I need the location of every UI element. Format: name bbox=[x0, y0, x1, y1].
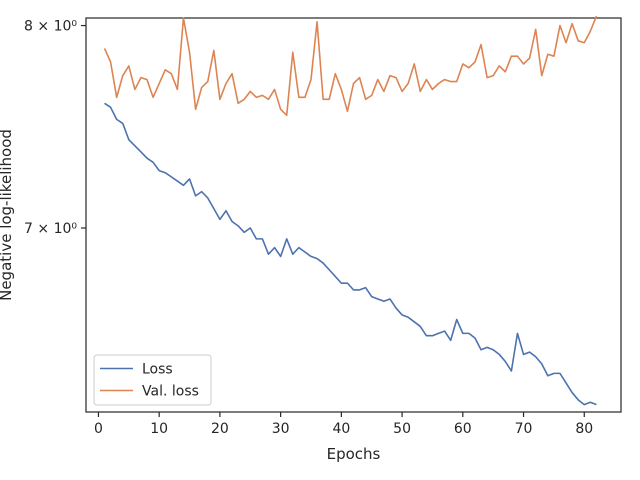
x-tick-label: 20 bbox=[211, 421, 229, 437]
y-axis-label: Negative log-likelihood bbox=[0, 129, 15, 301]
x-tick-label: 80 bbox=[575, 421, 593, 437]
axis-ticks: 0 10 20 30 40 50 60 70 80 7 × 10⁰ 8 × 10⁰ bbox=[24, 19, 593, 437]
series-line-val-loss bbox=[103, 15, 598, 117]
plot-area bbox=[85, 17, 622, 413]
legend-label-loss: Loss bbox=[142, 362, 173, 378]
y-tick-label: 7 × 10⁰ bbox=[24, 221, 77, 237]
series-line-loss bbox=[104, 102, 597, 406]
x-tick-label: 60 bbox=[454, 421, 472, 437]
x-tick-label: 40 bbox=[332, 421, 350, 437]
legend: Loss Val. loss bbox=[93, 354, 212, 406]
x-tick-label: 70 bbox=[515, 421, 533, 437]
x-axis-label: Epochs bbox=[327, 445, 381, 463]
x-tick-label: 0 bbox=[94, 421, 103, 437]
legend-box bbox=[93, 354, 212, 406]
x-tick-label: 10 bbox=[150, 421, 168, 437]
x-tick-label: 30 bbox=[272, 421, 290, 437]
x-tick-label: 50 bbox=[393, 421, 411, 437]
series-lines bbox=[103, 15, 598, 406]
legend-label-val-loss: Val. loss bbox=[142, 384, 199, 400]
y-tick-label: 8 × 10⁰ bbox=[24, 19, 77, 35]
